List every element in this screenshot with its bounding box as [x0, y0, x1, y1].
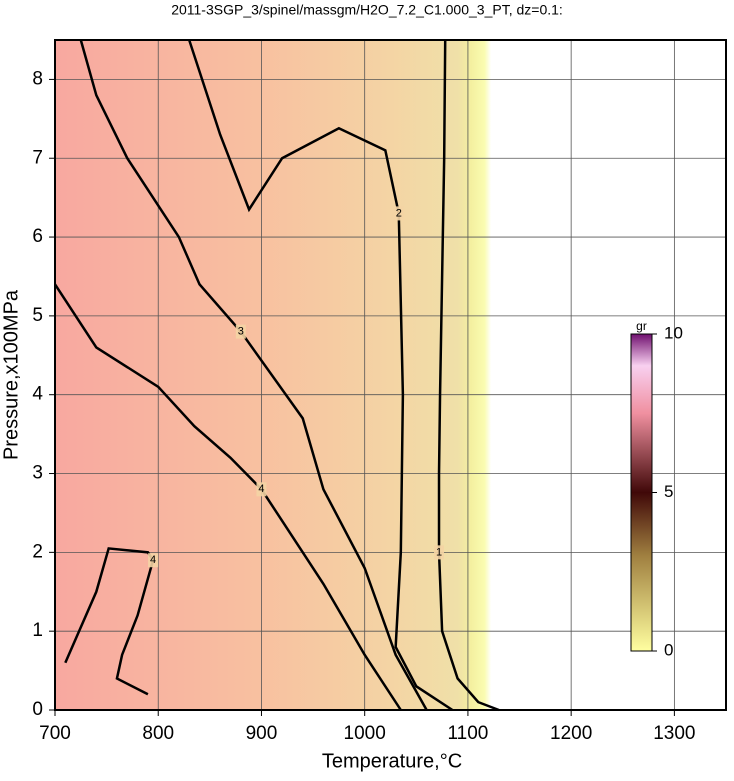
x-tick-label: 800: [142, 723, 174, 744]
colorbar-tick-label: 5: [664, 482, 673, 501]
y-tick-label: 1: [32, 620, 43, 641]
colorbar-label: gr: [636, 319, 647, 333]
y-tick-label: 8: [32, 68, 43, 89]
x-tick-label: 700: [39, 723, 71, 744]
contour-line: [437, 39, 500, 712]
contour-label-bg: [434, 545, 445, 560]
contour-label: 1: [436, 546, 442, 558]
x-tick-label: 1100: [447, 723, 488, 744]
x-tick-label: 1300: [653, 723, 695, 744]
x-tick-label: 1000: [344, 723, 386, 744]
contour-line: [188, 39, 454, 712]
colorbar-tick-label: 10: [664, 323, 683, 342]
contour-label: 3: [238, 326, 244, 338]
contour-label-bg: [393, 206, 404, 221]
y-tick-label: 2: [32, 541, 43, 562]
contour-label: 4: [258, 483, 264, 495]
y-tick-label: 3: [32, 463, 43, 484]
y-axis-label: Pressure,x100MPa: [0, 289, 22, 460]
colorbar-tick-label: 0: [664, 640, 673, 659]
contour-line: [53, 283, 402, 711]
y-tick-label: 4: [32, 384, 43, 405]
chart-title: 2011-3SGP_3/spinel/massgm/H2O_7.2_C1.000…: [171, 2, 563, 18]
y-tick-label: 7: [32, 147, 43, 168]
contour-label-bg: [256, 482, 267, 497]
x-tick-label: 1200: [550, 723, 592, 744]
x-tick-label: 900: [246, 723, 278, 744]
y-tick-label: 0: [32, 699, 43, 720]
contour-label-bg: [235, 324, 246, 339]
y-tick-label: 6: [32, 226, 43, 247]
plot-frame: [54, 39, 727, 711]
y-tick-label: 5: [32, 305, 43, 326]
contour-label: 2: [396, 207, 402, 219]
contour-label: 4: [150, 554, 156, 566]
plot-background: [55, 40, 726, 710]
x-axis-label: Temperature,°C: [322, 750, 462, 772]
colorbar: [630, 333, 653, 652]
contour-label-bg: [148, 553, 159, 568]
